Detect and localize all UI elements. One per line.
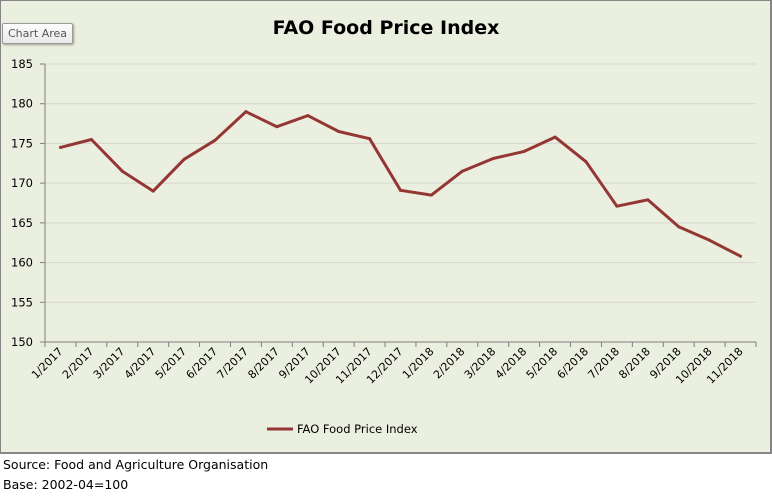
data-point xyxy=(584,160,588,164)
y-tick-label: 180 xyxy=(11,97,33,111)
data-point xyxy=(708,238,712,242)
data-point xyxy=(553,135,557,139)
data-point xyxy=(399,188,402,192)
data-point xyxy=(337,130,341,134)
data-point xyxy=(89,137,93,141)
x-tick-label: 7/2017 xyxy=(214,345,251,382)
source-note: Source: Food and Agriculture Organisatio… xyxy=(3,457,269,472)
data-point xyxy=(58,145,62,149)
x-tick-label: 8/2017 xyxy=(245,345,282,382)
legend[interactable]: FAO Food Price Index xyxy=(267,422,418,436)
x-tick-label: 1/2018 xyxy=(400,345,437,382)
y-tick-label: 150 xyxy=(11,335,33,349)
data-point xyxy=(739,254,743,258)
x-tick-label: 6/2018 xyxy=(555,345,592,382)
data-point xyxy=(615,204,619,208)
y-tick-label: 175 xyxy=(11,136,33,150)
x-tick-label: 4/2018 xyxy=(493,345,530,382)
x-tick-label: 4/2017 xyxy=(122,345,159,382)
chart-svg: FAO Food Price Index 1501551601651701751… xyxy=(11,17,757,436)
data-point xyxy=(522,149,526,153)
data-point xyxy=(460,169,464,173)
chart-title: FAO Food Price Index xyxy=(273,17,500,39)
x-tick-label: 5/2018 xyxy=(524,345,561,382)
y-tick-label: 155 xyxy=(11,295,33,309)
y-axis: 150 155 160 165 170 175 180 185 xyxy=(11,57,46,349)
x-tick-label: 1/2017 xyxy=(29,345,66,382)
chart-area[interactable] xyxy=(0,0,772,454)
x-tick-label: 7/2018 xyxy=(585,345,622,382)
data-point xyxy=(306,114,310,118)
data-point xyxy=(151,189,155,193)
data-point xyxy=(429,193,433,197)
data-point xyxy=(213,138,217,142)
chart-area-tooltip: Chart Area xyxy=(2,23,74,44)
base-note: Base: 2002-04=100 xyxy=(3,477,129,492)
y-tick-label: 170 xyxy=(11,176,33,190)
data-point xyxy=(120,169,124,173)
data-point xyxy=(491,157,495,161)
data-point xyxy=(677,225,681,229)
x-tick-label: 8/2018 xyxy=(616,345,653,382)
y-tick-label: 160 xyxy=(11,256,33,270)
x-axis: 1/20172/20173/20174/20175/20176/20177/20… xyxy=(29,341,757,386)
x-tick-label: 5/2017 xyxy=(153,345,190,382)
x-tick-label: 6/2017 xyxy=(184,345,221,382)
y-tick-label: 185 xyxy=(11,57,33,71)
plot-area[interactable] xyxy=(58,110,743,258)
x-tick-label: 2/2018 xyxy=(431,345,468,382)
x-tick-label: 3/2017 xyxy=(91,345,128,382)
data-point xyxy=(182,157,186,161)
data-point xyxy=(244,110,248,114)
series-line xyxy=(59,110,742,258)
x-tick-label: 2/2017 xyxy=(60,345,97,382)
legend-label: FAO Food Price Index xyxy=(297,422,418,436)
y-tick-label: 165 xyxy=(11,216,33,230)
gridlines xyxy=(45,63,756,303)
data-point xyxy=(275,125,279,129)
x-tick-label: 3/2018 xyxy=(462,345,499,382)
data-point xyxy=(646,198,650,202)
data-point xyxy=(368,137,372,141)
